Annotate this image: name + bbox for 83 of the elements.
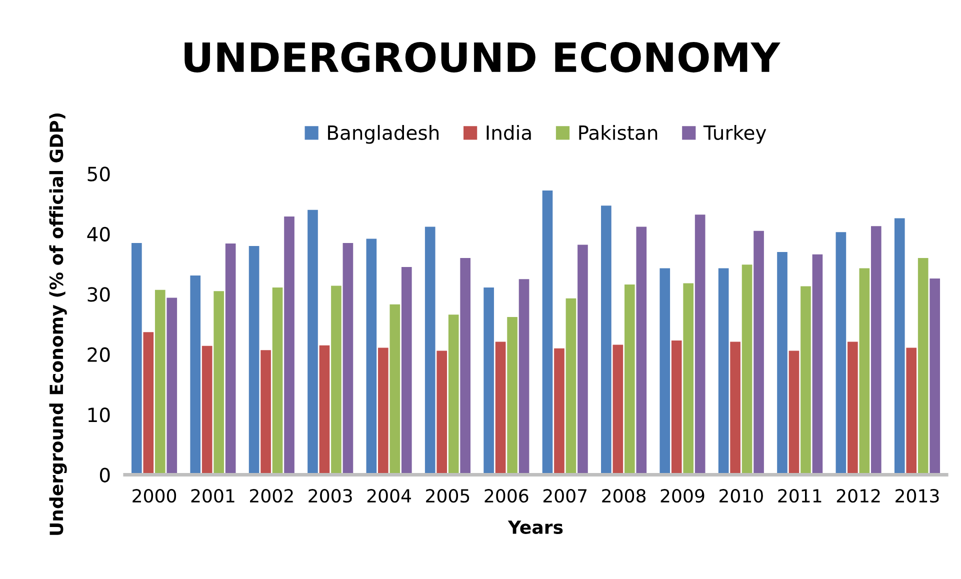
x-tick-label: 2002: [250, 488, 293, 503]
y-tick-label: 30: [88, 287, 110, 302]
bar: [331, 286, 342, 475]
legend-label: Turkey: [703, 124, 766, 144]
x-axis-title: Years: [508, 520, 563, 534]
bar: [495, 342, 506, 475]
bar: [848, 342, 858, 475]
bar: [225, 244, 236, 475]
x-tick-label: 2012: [836, 488, 880, 503]
bar: [308, 210, 318, 475]
legend-label: India: [486, 124, 531, 140]
bar: [800, 286, 811, 475]
bar: [390, 304, 400, 475]
bar: [202, 346, 212, 475]
chart-title: UNDERGROUND ECONOMY: [184, 42, 780, 72]
bar: [154, 290, 166, 475]
y-tick-label: 0: [100, 468, 110, 482]
bar: [930, 278, 940, 475]
bar: [694, 214, 706, 475]
bar: [671, 340, 682, 475]
x-tick-label: 2004: [367, 488, 411, 503]
bar: [918, 258, 928, 475]
bar: [284, 216, 294, 475]
y-tick-label: 10: [88, 408, 110, 422]
y-tick-label: 40: [87, 226, 110, 242]
bar: [448, 314, 459, 475]
x-tick-label: 2005: [426, 488, 470, 503]
bar: [578, 244, 588, 475]
legend-label: Pakistan: [579, 124, 658, 140]
bar: [260, 350, 271, 475]
bar: [636, 226, 647, 475]
bar: [554, 348, 564, 475]
bar: [272, 288, 283, 475]
y-tick-label: 20: [88, 347, 110, 362]
x-tick-label: 2009: [660, 488, 704, 503]
legend-label: Bangladesh: [328, 124, 439, 144]
bar: [683, 283, 694, 475]
bar: [542, 190, 553, 475]
x-tick-label: 2007: [543, 488, 587, 503]
bar: [436, 350, 448, 475]
bar: [460, 258, 470, 475]
bar: [812, 254, 823, 475]
bar: [624, 284, 635, 475]
bar: [742, 264, 752, 475]
y-tick-label: 50: [88, 166, 110, 182]
bar: [777, 252, 788, 475]
x-tick-label: 2013: [896, 488, 939, 503]
bar: [730, 342, 740, 475]
bar: [788, 350, 800, 475]
bar: [894, 218, 905, 475]
bar: [507, 317, 518, 475]
bar: [836, 232, 846, 475]
bar: [214, 291, 224, 475]
bar: [566, 298, 576, 475]
bar: [378, 348, 388, 475]
bar: [906, 348, 917, 475]
x-tick-label: 2003: [308, 488, 352, 503]
x-tick-label: 2011: [778, 488, 822, 503]
bar: [660, 268, 670, 475]
bar: [132, 242, 142, 475]
bar: [754, 230, 764, 475]
bar: [190, 275, 201, 475]
x-tick-label: 2008: [602, 488, 646, 503]
x-tick-label: 2006: [484, 488, 528, 503]
bar: [166, 298, 178, 475]
bar: [870, 226, 882, 475]
bar: [601, 206, 612, 475]
x-tick-label: 2000: [132, 488, 176, 503]
bar: [424, 226, 436, 475]
bar: [718, 268, 729, 475]
bar: [248, 246, 260, 475]
y-axis-title: Underground Economy (% of official GDP): [49, 113, 67, 535]
bar: [143, 332, 154, 475]
bar: [859, 268, 870, 475]
bar: [401, 267, 412, 475]
bar: [366, 238, 377, 475]
x-tick-label: 2010: [720, 488, 763, 503]
x-tick-label: 2001: [191, 488, 234, 503]
bar: [342, 242, 354, 475]
bar: [319, 345, 330, 475]
bar: [612, 344, 624, 475]
bar: [484, 288, 494, 475]
bar: [518, 279, 530, 475]
